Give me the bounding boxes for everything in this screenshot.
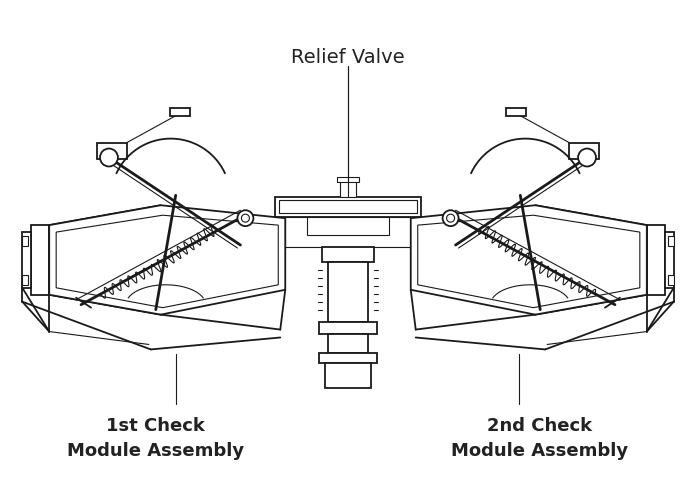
Text: 2nd Check
Module Assembly: 2nd Check Module Assembly xyxy=(451,417,628,460)
Circle shape xyxy=(242,214,249,222)
Circle shape xyxy=(447,214,454,222)
Bar xyxy=(22,275,29,285)
Bar xyxy=(569,142,599,158)
Bar xyxy=(279,200,417,213)
Polygon shape xyxy=(49,205,285,315)
Bar xyxy=(31,225,49,295)
Bar xyxy=(319,322,377,334)
Bar xyxy=(322,247,374,262)
Text: 1st Check
Module Assembly: 1st Check Module Assembly xyxy=(68,417,244,460)
Circle shape xyxy=(237,210,253,226)
Bar xyxy=(340,180,356,197)
Bar xyxy=(507,108,526,116)
Polygon shape xyxy=(411,205,647,315)
Bar xyxy=(337,177,359,182)
Bar xyxy=(276,197,420,217)
Bar xyxy=(285,217,411,247)
Bar xyxy=(22,236,29,246)
Bar xyxy=(328,262,368,322)
Bar xyxy=(307,217,389,235)
Text: Relief Valve: Relief Valve xyxy=(291,48,405,67)
Bar xyxy=(170,108,189,116)
Polygon shape xyxy=(418,215,640,308)
Bar xyxy=(667,275,674,285)
Bar xyxy=(22,232,31,288)
Circle shape xyxy=(100,148,118,166)
Circle shape xyxy=(443,210,459,226)
Bar xyxy=(328,334,368,354)
Bar xyxy=(665,232,674,288)
Bar xyxy=(325,364,371,388)
Polygon shape xyxy=(56,215,278,308)
Bar xyxy=(667,236,674,246)
Circle shape xyxy=(578,148,596,166)
Bar xyxy=(319,354,377,364)
Bar xyxy=(647,225,665,295)
Bar xyxy=(97,142,127,158)
